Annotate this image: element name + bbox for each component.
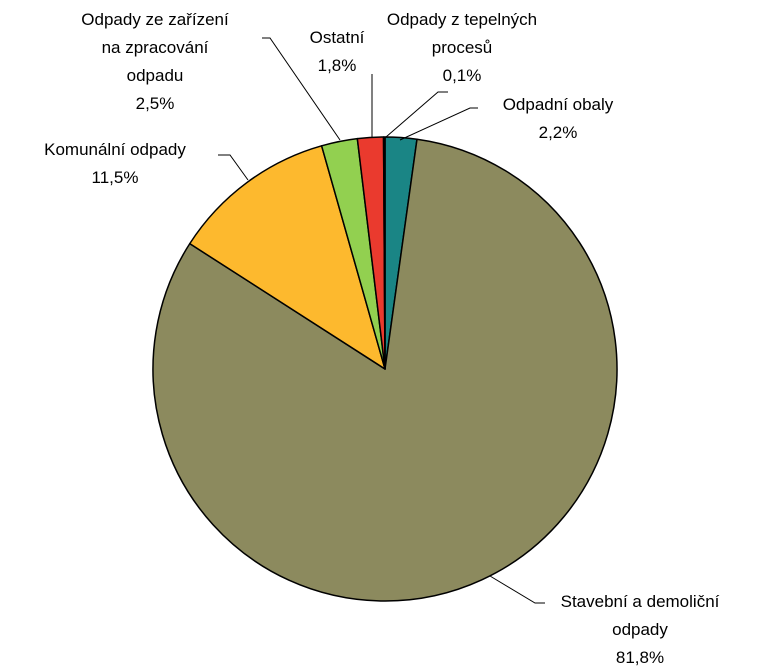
category-label: Odpady z tepelných procesů (386, 10, 538, 57)
category-label: Stavební a demoliční odpady (560, 592, 720, 639)
leader-line (385, 91, 448, 138)
value-label: 2,5% (135, 94, 175, 113)
value-label: 11,5% (91, 168, 139, 187)
value-label: 0,1% (442, 66, 482, 85)
leader-line (489, 575, 545, 604)
slice-label: Ostatní 1,8% (277, 24, 397, 80)
slices (152, 136, 618, 602)
slice-label: Komunální odpady 11,5% (5, 136, 225, 192)
leader-line (218, 154, 249, 181)
value-label: 2,2% (538, 123, 578, 142)
slice-label: Odpady ze zařízení na zpracování odpadu 2… (75, 6, 235, 118)
value-label: 81,8% (615, 648, 665, 666)
pie-slice (152, 138, 618, 602)
value-label: 1,8% (317, 56, 357, 75)
slice-label: Stavební a demoliční odpady 81,8% (555, 588, 725, 666)
category-label: Ostatní (309, 28, 365, 47)
category-label: Komunální odpady (44, 140, 186, 159)
slice-label: Odpady z tepelných procesů 0,1% (382, 6, 542, 90)
pie-slice (189, 145, 386, 370)
category-label: Odpadní obaly (502, 95, 614, 114)
pie-slice (382, 136, 386, 370)
leader-line (399, 107, 478, 141)
category-label: Odpady ze zařízení na zpracování odpadu (81, 10, 229, 85)
slice-label: Odpadní obaly 2,2% (468, 91, 648, 147)
leader-line (262, 37, 341, 141)
